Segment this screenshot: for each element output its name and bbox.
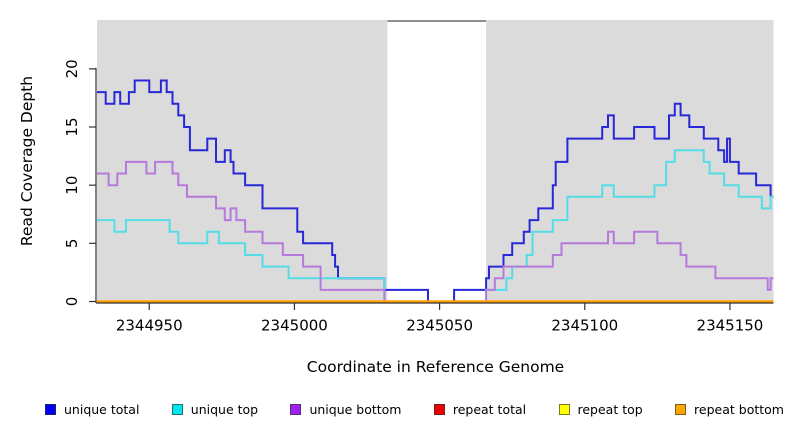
legend-label: unique bottom: [309, 401, 402, 417]
x-tick-label: 2345050: [406, 317, 473, 335]
legend-item-repeat-top: repeat top: [558, 401, 643, 417]
legend-label: unique total: [64, 401, 140, 417]
legend-swatch-icon: [290, 403, 302, 415]
series-unique-total: [97, 79, 774, 303]
legend-item-unique-bottom: unique bottom: [290, 401, 402, 417]
coverage-chart: 2344950 2345000 2345050 2345100 2345150 0 5 10 1…: [63, 20, 774, 335]
chart-legend: unique total unique top unique bottom repea…: [45, 398, 784, 420]
legend-item-repeat-bottom: repeat bottom: [675, 402, 784, 417]
legend-label: repeat bottom: [694, 401, 784, 417]
legend-swatch-icon: [171, 403, 183, 415]
legend-label: repeat total: [452, 401, 527, 417]
x-tick-label: 2345100: [551, 317, 618, 335]
y-tick-label: 15: [63, 117, 81, 136]
legend-swatch-icon: [433, 403, 445, 415]
legend-swatch-icon: [675, 403, 687, 415]
y-axis-title: Read Coverage Depth: [18, 75, 36, 247]
legend-swatch-icon: [45, 403, 56, 415]
legend-label: unique top: [190, 401, 259, 417]
y-tick-label: 5: [63, 239, 81, 249]
legend-label: repeat top: [577, 401, 643, 417]
x-tick-label: 2345150: [697, 317, 764, 335]
series-unique-bottom: [97, 160, 774, 303]
x-tick-label: 2345000: [261, 317, 328, 335]
x-axis-title: Coordinate in Reference Genome: [306, 358, 565, 376]
legend-swatch-icon: [558, 403, 570, 415]
legend-item-unique-top: unique top: [171, 401, 259, 417]
legend-item-unique-total: unique total: [45, 402, 139, 417]
y-tick-label: 0: [63, 297, 81, 307]
y-tick-label: 10: [63, 176, 81, 195]
y-tick-label: 20: [63, 59, 81, 78]
highlight-band: [387, 20, 487, 303]
legend-item-repeat-total: repeat total: [433, 401, 527, 417]
x-tick-label: 2344950: [116, 317, 183, 335]
series-unique-top: [97, 149, 774, 303]
